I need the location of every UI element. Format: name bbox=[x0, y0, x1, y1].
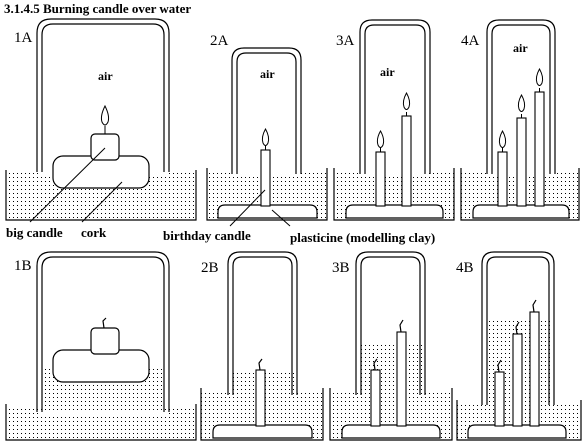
label-plasticine: plasticine (modelling clay) bbox=[290, 230, 435, 245]
extinguished-wick-3b-short bbox=[373, 358, 378, 371]
air-label-1a: air bbox=[98, 69, 113, 83]
short-candle-4b bbox=[494, 371, 505, 427]
extinguished-wick-4b-tall bbox=[532, 299, 537, 313]
trough-3a bbox=[333, 168, 455, 221]
panel-3b: 3B bbox=[329, 251, 453, 441]
birthday-candle-2a bbox=[260, 149, 271, 207]
short-candle-3a bbox=[375, 151, 386, 207]
tall-candle-3a bbox=[401, 115, 412, 207]
birthday-candle-2b bbox=[255, 369, 266, 427]
pointer-birthday-candle bbox=[229, 189, 266, 227]
plasticine-2a bbox=[217, 204, 318, 219]
glass-jar-4a bbox=[486, 19, 556, 174]
trough-4a bbox=[460, 168, 580, 221]
trough-2b bbox=[200, 388, 324, 441]
air-label-4a: air bbox=[513, 41, 528, 55]
extinguished-wick-3b-tall bbox=[399, 319, 404, 333]
glass-jar-3a bbox=[359, 19, 431, 174]
plasticine-2b bbox=[212, 424, 313, 439]
label-big-candle: big candle bbox=[6, 225, 63, 240]
big-candle-1b bbox=[90, 327, 120, 355]
trough-4b bbox=[456, 400, 582, 441]
glass-jar-1b bbox=[36, 251, 170, 412]
panel-label-1a: 1A bbox=[14, 30, 33, 46]
label-birthday-candle: birthday candle bbox=[163, 228, 251, 243]
extinguished-wick-1b bbox=[102, 317, 107, 329]
pointer-cork bbox=[81, 181, 123, 223]
panel-4a: 4A air bbox=[460, 19, 580, 221]
short-candle-4a bbox=[497, 151, 508, 207]
panel-label-3b: 3B bbox=[332, 260, 350, 276]
trough-1b bbox=[5, 404, 197, 441]
flame-4a-tall bbox=[535, 67, 544, 86]
flame-3a-short bbox=[376, 129, 385, 148]
panel-label-1b: 1B bbox=[14, 258, 32, 274]
cork-1a bbox=[52, 155, 150, 189]
panel-label-2a: 2A bbox=[210, 33, 229, 49]
panel-1a: 1A air big candle cork bbox=[5, 18, 197, 240]
trough-2a bbox=[206, 168, 328, 221]
extinguished-wick-4b-mid bbox=[515, 321, 520, 335]
extinguished-wick-2b bbox=[258, 358, 263, 371]
panel-label-3a: 3A bbox=[336, 33, 355, 49]
short-candle-3b bbox=[370, 369, 381, 427]
flame-1a bbox=[100, 104, 110, 126]
mid-candle-4a bbox=[516, 117, 527, 207]
plasticine-3a bbox=[345, 204, 444, 219]
flame-4a-mid bbox=[517, 93, 526, 112]
pointer-plasticine bbox=[271, 209, 291, 227]
air-label-2a: air bbox=[260, 67, 275, 81]
tall-candle-4a bbox=[534, 91, 545, 207]
flame-3a-tall bbox=[402, 91, 411, 110]
panel-2b: 2B bbox=[200, 251, 324, 441]
panel-2a: 2A air birthday candle plasticine (model… bbox=[163, 33, 435, 245]
panel-1b: 1B bbox=[5, 251, 197, 441]
tall-candle-4b bbox=[529, 311, 540, 427]
panel-label-4a: 4A bbox=[461, 33, 480, 49]
panel-label-4b: 4B bbox=[456, 260, 474, 276]
extinguished-wick-4b-short bbox=[497, 359, 502, 373]
figure-title: 3.1.4.5 Burning candle over water bbox=[4, 1, 191, 16]
plasticine-4a bbox=[472, 204, 570, 219]
glass-jar-4b bbox=[481, 251, 555, 405]
flame-4a-short bbox=[498, 129, 507, 148]
glass-jar-3b bbox=[355, 251, 426, 395]
glass-jar-2a bbox=[231, 47, 302, 174]
plasticine-3b bbox=[341, 424, 441, 439]
mid-candle-4b bbox=[512, 333, 523, 427]
tall-candle-3b bbox=[396, 331, 407, 427]
plasticine-4b bbox=[467, 424, 567, 439]
trough-1a bbox=[5, 170, 197, 221]
big-candle-1a bbox=[90, 133, 120, 161]
air-label-3a: air bbox=[380, 65, 395, 79]
panel-4b: 4B bbox=[456, 251, 582, 441]
glass-jar-2b bbox=[227, 251, 298, 395]
pointer-big-candle bbox=[29, 147, 106, 223]
jar-air-3a bbox=[361, 20, 429, 174]
panel-3a: 3A air bbox=[333, 19, 455, 221]
label-cork: cork bbox=[81, 225, 107, 240]
trough-3b bbox=[329, 388, 453, 441]
jar-rim-gap-1b bbox=[38, 410, 168, 414]
cork-1b bbox=[52, 349, 150, 383]
panel-label-2b: 2B bbox=[201, 260, 219, 276]
flame-2a bbox=[261, 127, 270, 146]
glass-jar-1a bbox=[36, 18, 170, 172]
